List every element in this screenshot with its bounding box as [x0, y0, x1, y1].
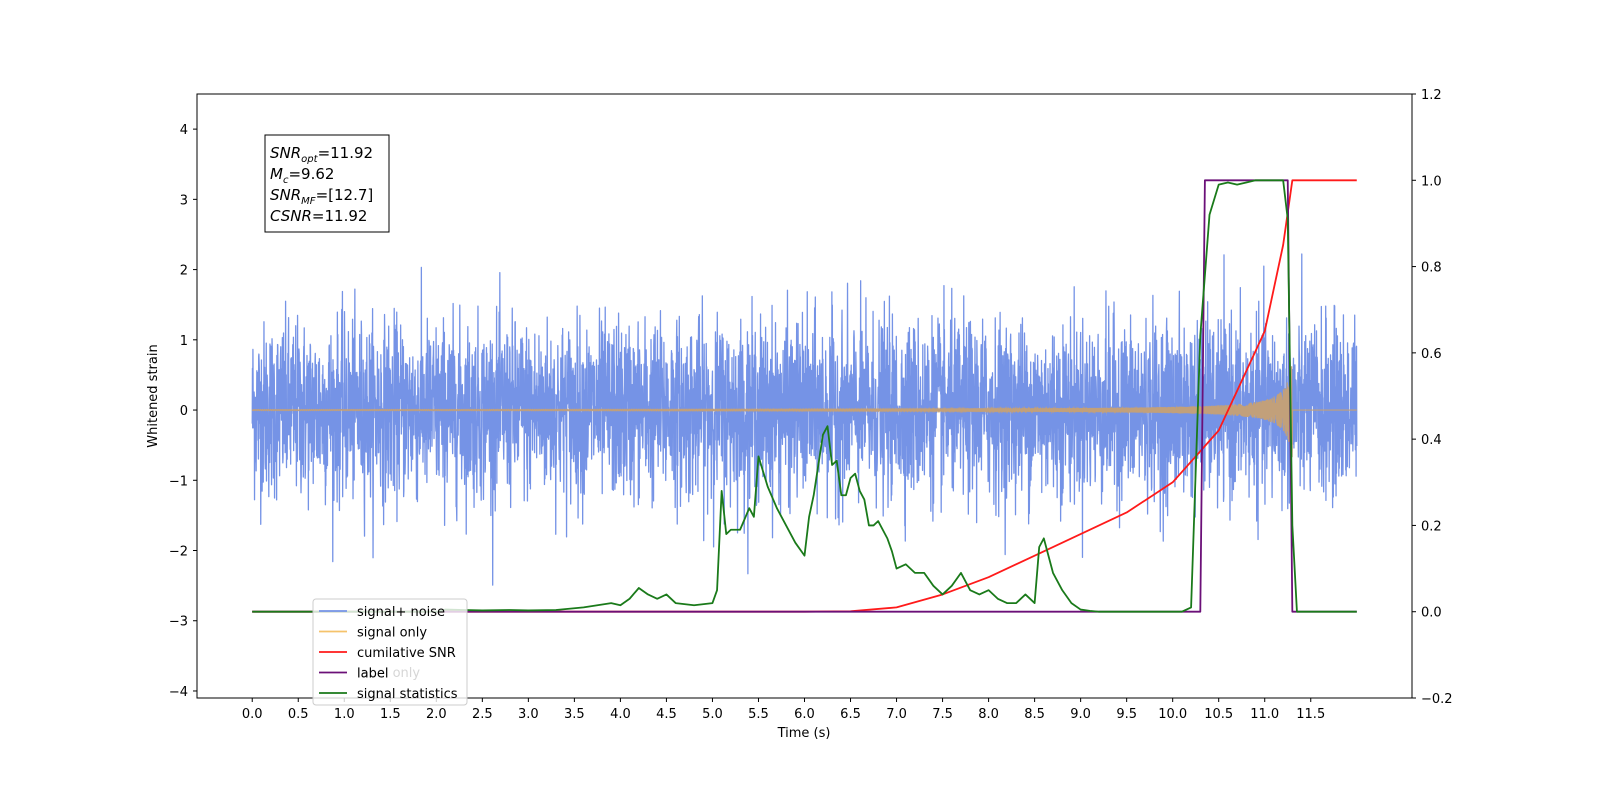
x-axis: 0.0 0.5 1.0 1.5 2.0 2.5 3.0 3.5 4.0 4.5 5.0 5.5 6.0 6…	[242, 698, 1325, 722]
x-tick-label: 0.5	[288, 707, 309, 722]
x-tick-label: 7.0	[886, 707, 907, 722]
y-right-tick-label: 0.8	[1421, 261, 1442, 276]
x-tick-label: 5.0	[702, 707, 723, 722]
x-tick-label: 9.5	[1116, 707, 1137, 722]
y-left-tick-label: −3	[169, 615, 188, 630]
annotation-line: SNRopt=11.92	[270, 144, 373, 165]
noise-line	[251, 253, 1358, 586]
legend-label: signal+ noise	[357, 605, 445, 620]
y-left-tick-label: 4	[180, 123, 188, 138]
legend-label: cumilative SNR	[357, 646, 456, 661]
legend: label only signal+ noise signal only cumila…	[312, 598, 468, 706]
x-tick-label: 5.5	[748, 707, 769, 722]
y-right-tick-label: 1.2	[1421, 88, 1442, 103]
x-tick-label: 6.0	[794, 707, 815, 722]
y-left-tick-label: −1	[169, 474, 188, 489]
y-left-tick-label: 1	[180, 334, 188, 349]
y-right-tick-label: 0.0	[1421, 606, 1442, 621]
y-left-tick-label: 0	[180, 404, 188, 419]
y-right-tick-label: 0.4	[1421, 433, 1442, 448]
x-tick-label: 10.0	[1158, 707, 1187, 722]
y-right-axis: −0.2 0.0 0.2 0.4 0.6 0.8 1.0 1.2	[1412, 88, 1453, 707]
x-tick-label: 11.5	[1296, 707, 1325, 722]
x-tick-label: 9.0	[1070, 707, 1091, 722]
x-tick-label: 4.0	[610, 707, 631, 722]
x-tick-label: 10.5	[1204, 707, 1233, 722]
x-tick-label: 8.0	[978, 707, 999, 722]
y-right-tick-label: 1.0	[1421, 174, 1442, 189]
legend-label: signal only	[357, 626, 427, 641]
x-tick-label: 6.5	[840, 707, 861, 722]
x-tick-label: 3.5	[564, 707, 585, 722]
signal-plus-noise-series	[251, 253, 1358, 586]
signal-only-line	[251, 366, 1357, 458]
x-tick-label: 2.5	[472, 707, 493, 722]
y-left-axis: −4 −3 −2 −1 0 1 2 3 4	[169, 123, 197, 700]
x-tick-label: 1.0	[334, 707, 355, 722]
signal-statistics-line	[252, 179, 1357, 613]
y-left-tick-label: −2	[169, 545, 188, 560]
y-right-tick-label: 0.6	[1421, 347, 1442, 362]
x-tick-label: 11.0	[1250, 707, 1279, 722]
legend-label: label	[357, 667, 388, 682]
y-left-tick-label: 2	[180, 264, 188, 279]
y-right-tick-label: −0.2	[1421, 692, 1453, 707]
annotation-line: CSNR=11.92	[270, 207, 367, 225]
x-tick-label: 7.5	[932, 707, 953, 722]
cumilative-snr-line	[252, 179, 1357, 613]
y-left-tick-label: −4	[169, 685, 188, 700]
y-left-tick-label: 3	[180, 193, 188, 208]
x-tick-label: 0.0	[242, 707, 263, 722]
y-right-tick-label: 0.2	[1421, 519, 1442, 534]
annotation-line: Mc=9.62	[270, 165, 334, 186]
x-tick-label: 1.5	[380, 707, 401, 722]
y-axis-title: Whitened strain	[146, 344, 161, 447]
right-axis-series	[252, 179, 1357, 613]
x-tick-label: 8.5	[1024, 707, 1045, 722]
signal-only-series	[251, 366, 1357, 458]
hidden-legend-text: label only	[357, 666, 420, 681]
x-tick-label: 3.0	[518, 707, 539, 722]
x-axis-title: Time (s)	[777, 726, 831, 741]
annotation-box: SNRopt=11.92Mc=9.62SNRMF=[12.7]CSNR=11.9…	[264, 134, 390, 233]
annotation-line: SNRMF=[12.7]	[270, 186, 373, 207]
x-tick-label: 2.0	[426, 707, 447, 722]
x-tick-label: 4.5	[656, 707, 677, 722]
legend-label: signal statistics	[357, 687, 458, 702]
